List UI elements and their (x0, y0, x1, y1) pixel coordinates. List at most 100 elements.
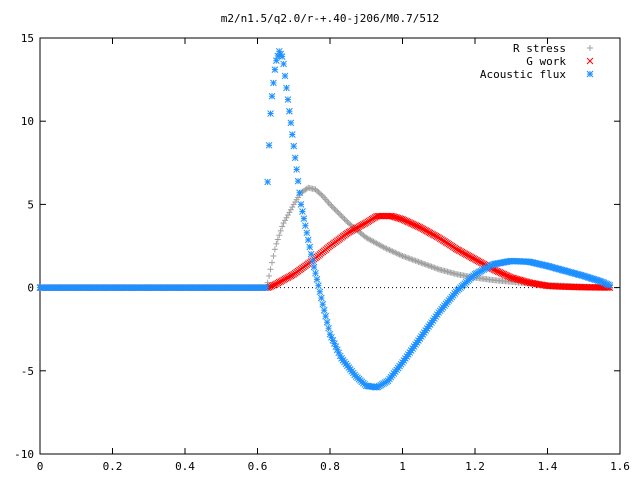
data-point (334, 208, 341, 215)
legend-label: R stress (513, 42, 566, 55)
y-tick-label: 15 (21, 32, 34, 45)
data-point (424, 262, 431, 269)
data-point (338, 213, 345, 220)
data-point (287, 119, 295, 127)
data-point (390, 248, 397, 255)
data-point (323, 318, 331, 326)
data-point (319, 300, 327, 308)
data-point (280, 220, 287, 227)
data-point (328, 202, 335, 209)
y-tick-label: 5 (27, 198, 34, 211)
data-point (411, 257, 418, 264)
data-point (409, 256, 416, 263)
data-point (310, 263, 318, 271)
data-point (278, 53, 286, 60)
data-point (393, 250, 400, 257)
data-point (396, 251, 403, 258)
data-point (428, 263, 435, 270)
data-point (280, 60, 287, 68)
data-point (380, 244, 387, 251)
data-point (340, 214, 347, 221)
data-point (320, 306, 328, 314)
legend-marker (587, 45, 593, 51)
data-point (273, 240, 280, 247)
data-point (283, 214, 290, 221)
data-point (268, 92, 276, 100)
data-point (432, 265, 439, 272)
data-point (337, 211, 344, 218)
data-point (277, 227, 284, 234)
data-point (287, 206, 294, 213)
data-point (398, 252, 405, 259)
data-point (272, 57, 280, 64)
data-point (415, 258, 422, 265)
data-point (327, 201, 333, 208)
data-point (264, 178, 272, 186)
data-point (408, 256, 415, 263)
data-point (286, 107, 293, 115)
data-point (405, 255, 412, 262)
data-point (387, 247, 394, 254)
data-point (342, 217, 349, 224)
data-point (262, 284, 270, 291)
y-tick-label: 10 (21, 115, 34, 128)
data-point (431, 264, 438, 271)
data-point (322, 312, 330, 320)
data-point (271, 66, 279, 73)
series-r-stress (37, 184, 613, 291)
data-point (318, 191, 325, 198)
y-tick-label: -5 (21, 365, 34, 378)
data-point (402, 254, 409, 261)
data-point (270, 79, 277, 87)
plot-area (36, 47, 614, 391)
x-tick-label: 1.2 (465, 460, 485, 473)
x-tick-label: 1.6 (610, 460, 630, 473)
data-point (315, 189, 322, 196)
data-point (434, 265, 441, 272)
series-g-work (36, 212, 614, 291)
x-tick-label: 0.6 (248, 460, 268, 473)
data-point (276, 232, 283, 239)
y-axis: 15 10 5 0 -5 -10 (14, 32, 620, 461)
data-point (284, 96, 292, 103)
data-point (317, 294, 325, 302)
data-point (267, 266, 274, 273)
data-point (286, 209, 293, 216)
legend-label: Acoustic flux (480, 68, 566, 81)
data-point (422, 261, 429, 268)
data-point (274, 236, 281, 243)
data-point (341, 216, 348, 223)
data-point (266, 272, 273, 279)
data-point (312, 186, 319, 193)
data-point (312, 269, 319, 277)
data-point (429, 264, 436, 271)
data-point (299, 208, 306, 215)
data-point (297, 201, 305, 208)
x-tick-label: 1 (399, 460, 406, 473)
data-point (300, 215, 308, 222)
data-point (315, 282, 322, 289)
data-point (267, 110, 274, 117)
data-point (307, 250, 315, 258)
legend-marker (586, 70, 594, 78)
y-tick-label: -10 (14, 448, 34, 461)
data-point (279, 223, 286, 230)
data-point (290, 142, 298, 150)
data-point (289, 204, 296, 211)
data-point (335, 210, 342, 217)
data-point (283, 84, 290, 92)
data-point (383, 245, 390, 252)
data-point (270, 252, 277, 259)
data-point (386, 246, 393, 253)
data-point (265, 141, 273, 149)
data-point (301, 222, 309, 230)
x-tick-label: 0 (37, 460, 44, 473)
data-point (288, 131, 296, 138)
data-point (316, 190, 323, 197)
data-point (296, 189, 303, 197)
data-point (382, 244, 389, 251)
data-point (427, 263, 434, 270)
data-point (271, 246, 278, 253)
